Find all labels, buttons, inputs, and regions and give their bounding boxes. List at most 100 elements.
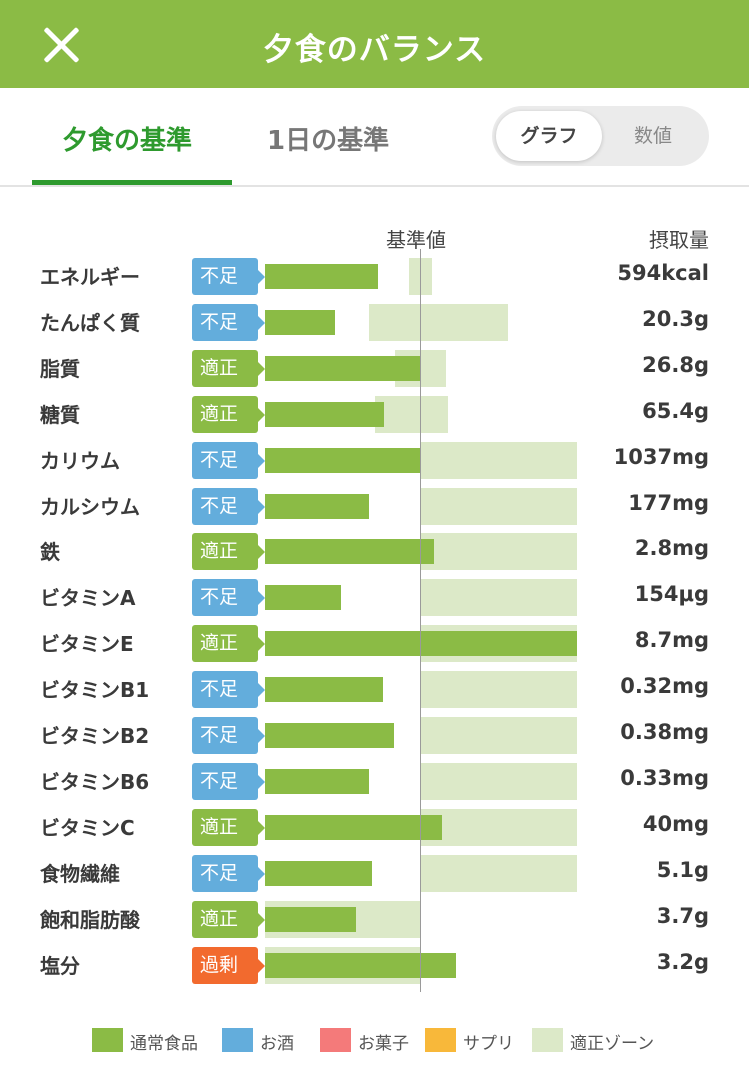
intake-value: 1037mg <box>613 445 709 469</box>
intake-bar <box>265 539 434 564</box>
intake-value: 20.3g <box>642 307 709 331</box>
legend-swatch <box>532 1028 563 1052</box>
page-title: 夕食のバランス <box>262 32 487 68</box>
appropriate-zone <box>420 717 577 754</box>
intake-value: 0.33mg <box>620 766 709 790</box>
intake-bar <box>265 861 372 886</box>
nutrient-row[interactable]: 糖質 適正 65.4g <box>0 392 749 438</box>
nutrient-row[interactable]: カルシウム 不足 177mg <box>0 484 749 530</box>
legend-label: サプリ <box>463 1034 514 1054</box>
tab-daily-standard[interactable]: 1日の基準 <box>267 126 390 156</box>
status-badge: 不足 <box>192 488 265 525</box>
appropriate-zone <box>375 396 448 433</box>
status-badge: 不足 <box>192 304 265 341</box>
intake-value: 8.7mg <box>634 628 709 652</box>
intake-value: 177mg <box>628 491 709 515</box>
appropriate-zone <box>368 304 509 341</box>
nutrient-name: ビタミンB1 <box>40 678 150 702</box>
intake-value: 154μg <box>634 582 709 606</box>
intake-bar <box>265 815 442 840</box>
nutrient-row[interactable]: 脂質 適正 26.8g <box>0 346 749 392</box>
nutrient-name: ビタミンE <box>40 632 134 656</box>
nutrient-name: ビタミンB2 <box>40 724 150 748</box>
nutrient-row[interactable]: ビタミンA 不足 154μg <box>0 575 749 621</box>
intake-bar <box>265 953 456 978</box>
reference-line <box>420 249 421 992</box>
legend-swatch <box>320 1028 351 1052</box>
appropriate-zone <box>420 671 577 708</box>
intake-bar <box>265 723 394 748</box>
nutrient-name: カリウム <box>40 449 120 473</box>
nutrient-row[interactable]: 飽和脂肪酸 適正 3.7g <box>0 897 749 943</box>
intake-value: 3.2g <box>656 950 709 974</box>
legend-swatch <box>425 1028 456 1052</box>
nutrient-name: カルシウム <box>40 495 140 519</box>
intake-bar <box>265 494 369 519</box>
legend-swatch <box>92 1028 123 1052</box>
legend-label: 適正ゾーン <box>570 1034 655 1054</box>
active-tab-indicator <box>32 180 232 185</box>
appropriate-zone <box>420 533 577 570</box>
status-badge: 不足 <box>192 671 265 708</box>
intake-value: 3.7g <box>656 904 709 928</box>
status-badge: 不足 <box>192 442 265 479</box>
intake-value: 65.4g <box>642 399 709 423</box>
nutrient-name: たんぱく質 <box>40 311 140 335</box>
status-badge: 適正 <box>192 901 265 938</box>
legend-label: お酒 <box>260 1034 294 1054</box>
intake-bar <box>265 448 420 473</box>
status-badge: 不足 <box>192 763 265 800</box>
nutrient-row[interactable]: 食物繊維 不足 5.1g <box>0 851 749 897</box>
nutrient-name: 食物繊維 <box>40 862 120 886</box>
nutrient-row[interactable]: 塩分 過剰 3.2g <box>0 943 749 989</box>
intake-bar <box>265 769 369 794</box>
nutrient-row[interactable]: ビタミンB2 不足 0.38mg <box>0 713 749 759</box>
intake-bar <box>265 310 335 335</box>
status-badge: 適正 <box>192 809 265 846</box>
intake-bar <box>265 402 385 427</box>
values-view-button[interactable]: 数値 <box>633 125 672 147</box>
nutrient-name: エネルギー <box>40 265 140 289</box>
nutrient-name: 塩分 <box>40 954 80 978</box>
status-badge: 適正 <box>192 350 265 387</box>
nutrient-name: ビタミンB6 <box>40 770 150 794</box>
intake-value: 40mg <box>642 812 709 836</box>
nutrient-name: ビタミンA <box>40 586 136 610</box>
status-badge: 不足 <box>192 579 265 616</box>
tab-dinner-standard[interactable]: 夕食の基準 <box>62 126 193 156</box>
nutrient-row[interactable]: ビタミンB6 不足 0.33mg <box>0 759 749 805</box>
intake-column-header: 摂取量 <box>649 228 709 252</box>
appropriate-zone <box>420 855 577 892</box>
status-badge: 適正 <box>192 625 265 662</box>
intake-value: 0.38mg <box>620 720 709 744</box>
nutrient-row[interactable]: ビタミンE 適正 8.7mg <box>0 621 749 667</box>
nutrient-row[interactable]: エネルギー 不足 594kcal <box>0 254 749 300</box>
nutrient-row[interactable]: ビタミンC 適正 40mg <box>0 805 749 851</box>
appropriate-zone <box>420 579 577 616</box>
nutrient-name: 脂質 <box>40 357 80 381</box>
nutrient-row[interactable]: カリウム 不足 1037mg <box>0 438 749 484</box>
intake-bar <box>265 356 420 381</box>
graph-view-button[interactable]: グラフ <box>496 111 602 161</box>
nutrient-row[interactable]: ビタミンB1 不足 0.32mg <box>0 667 749 713</box>
app-header: 夕食のバランス <box>0 0 749 88</box>
nutrient-row[interactable]: 鉄 適正 2.8mg <box>0 529 749 575</box>
intake-value: 0.32mg <box>620 674 709 698</box>
appropriate-zone <box>420 442 577 479</box>
legend-label: お菓子 <box>358 1034 409 1054</box>
status-badge: 不足 <box>192 855 265 892</box>
status-badge: 不足 <box>192 717 265 754</box>
status-badge: 不足 <box>192 258 265 295</box>
appropriate-zone <box>420 763 577 800</box>
appropriate-zone <box>420 809 577 846</box>
standard-column-header: 基準値 <box>386 228 446 252</box>
legend: 通常食品 お酒 お菓子 サプリ 適正ゾーン <box>0 1028 749 1054</box>
tab-bar: 夕食の基準 1日の基準 <box>0 88 749 187</box>
intake-value: 2.8mg <box>634 536 709 560</box>
nutrient-name: ビタミンC <box>40 816 135 840</box>
appropriate-zone <box>420 488 577 525</box>
status-badge: 適正 <box>192 533 265 570</box>
nutrient-name: 飽和脂肪酸 <box>40 908 140 932</box>
view-toggle: グラフ 数値 <box>492 106 709 166</box>
nutrient-row[interactable]: たんぱく質 不足 20.3g <box>0 300 749 346</box>
